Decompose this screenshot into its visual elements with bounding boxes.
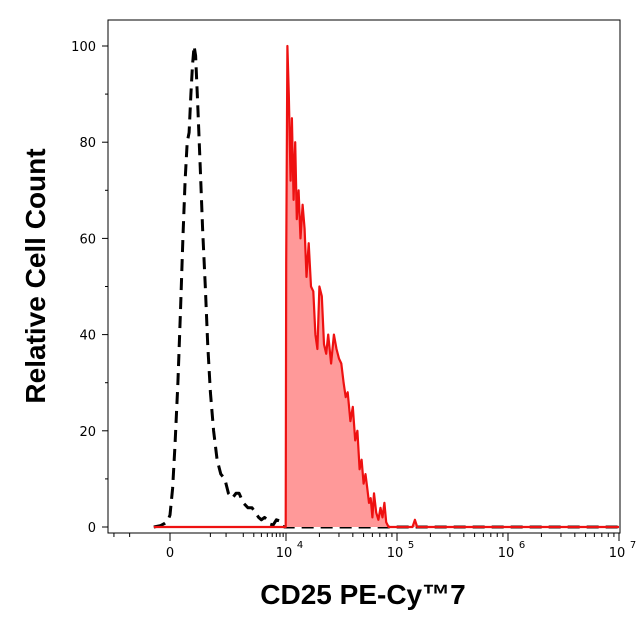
x-tick-label: 10: [609, 546, 626, 561]
y-tick-label: 100: [71, 40, 96, 55]
x-tick-exponent: 7: [630, 540, 636, 551]
stained-histogram-line: [153, 44, 619, 529]
series-layer: [153, 44, 620, 529]
x-tick-label: 10: [276, 546, 293, 561]
y-axis: 0 20 40 60 80 100: [71, 40, 108, 536]
y-tick-label: 60: [79, 232, 96, 247]
y-axis-title: Relative Cell Count: [20, 148, 51, 403]
x-tick-label: 0: [166, 546, 174, 561]
x-axis-title: CD25 PE-Cy™7: [260, 579, 465, 610]
x-tick-label: 10: [387, 546, 404, 561]
y-tick-label: 80: [79, 136, 96, 151]
x-tick-exponent: 6: [519, 540, 525, 551]
x-tick-exponent: 5: [408, 540, 414, 551]
plot-frame: [107, 19, 621, 534]
control-histogram-line: [153, 44, 619, 529]
y-tick-label: 0: [88, 521, 96, 536]
x-tick-label: 10: [498, 546, 515, 561]
y-tick-label: 20: [79, 425, 96, 440]
y-tick-label: 40: [79, 329, 96, 344]
x-tick-exponent: 4: [297, 540, 303, 551]
x-axis: 0 10 4 10 5 10 6 10 7: [113, 533, 636, 561]
